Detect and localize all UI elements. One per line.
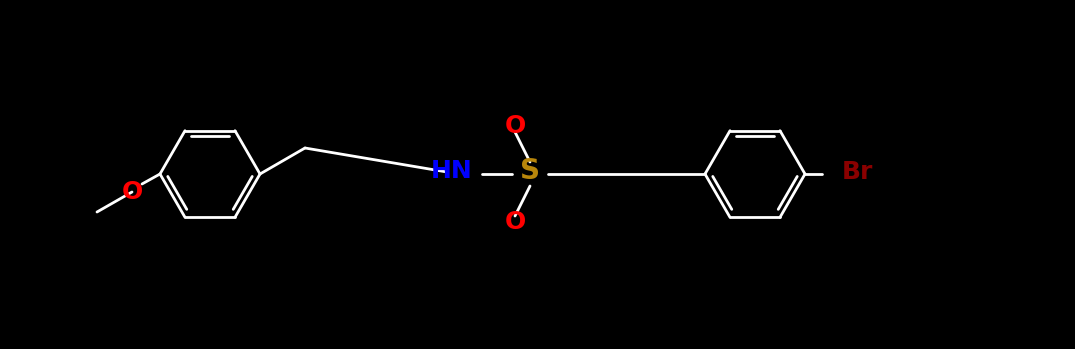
Text: HN: HN: [431, 159, 473, 183]
Text: O: O: [504, 210, 526, 234]
Text: O: O: [121, 180, 143, 204]
Text: Br: Br: [842, 160, 873, 184]
Text: O: O: [504, 114, 526, 138]
Text: S: S: [520, 157, 540, 185]
